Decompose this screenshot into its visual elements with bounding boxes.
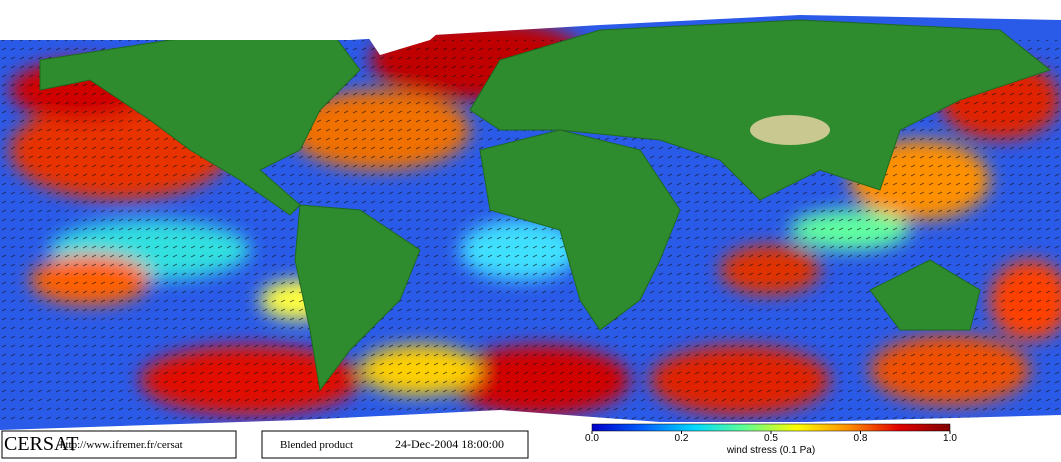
colorbar-tick-label: 1.0 <box>943 433 957 444</box>
land <box>39 19 1052 392</box>
colorbar-tick-label: 0.2 <box>675 433 689 444</box>
info-box <box>261 430 529 459</box>
colorbar-tick-label: 0.0 <box>585 433 599 444</box>
footer: CERSAT http://www.ifremer.fr/cersat Blen… <box>1 422 980 462</box>
colorbar-tick-label: 0.5 <box>764 433 778 444</box>
product: Blended product <box>280 439 353 451</box>
colorbar <box>591 423 951 432</box>
logo-box <box>1 430 237 459</box>
colorbar-tick-label: 0.8 <box>854 433 868 444</box>
logo: CERSAT <box>4 433 78 455</box>
url: http://www.ifremer.fr/cersat <box>60 439 183 451</box>
colorbar-label: wind stress (0.1 Pa) <box>726 445 815 456</box>
date: 24-Dec-2004 18:00:00 <box>395 437 504 451</box>
